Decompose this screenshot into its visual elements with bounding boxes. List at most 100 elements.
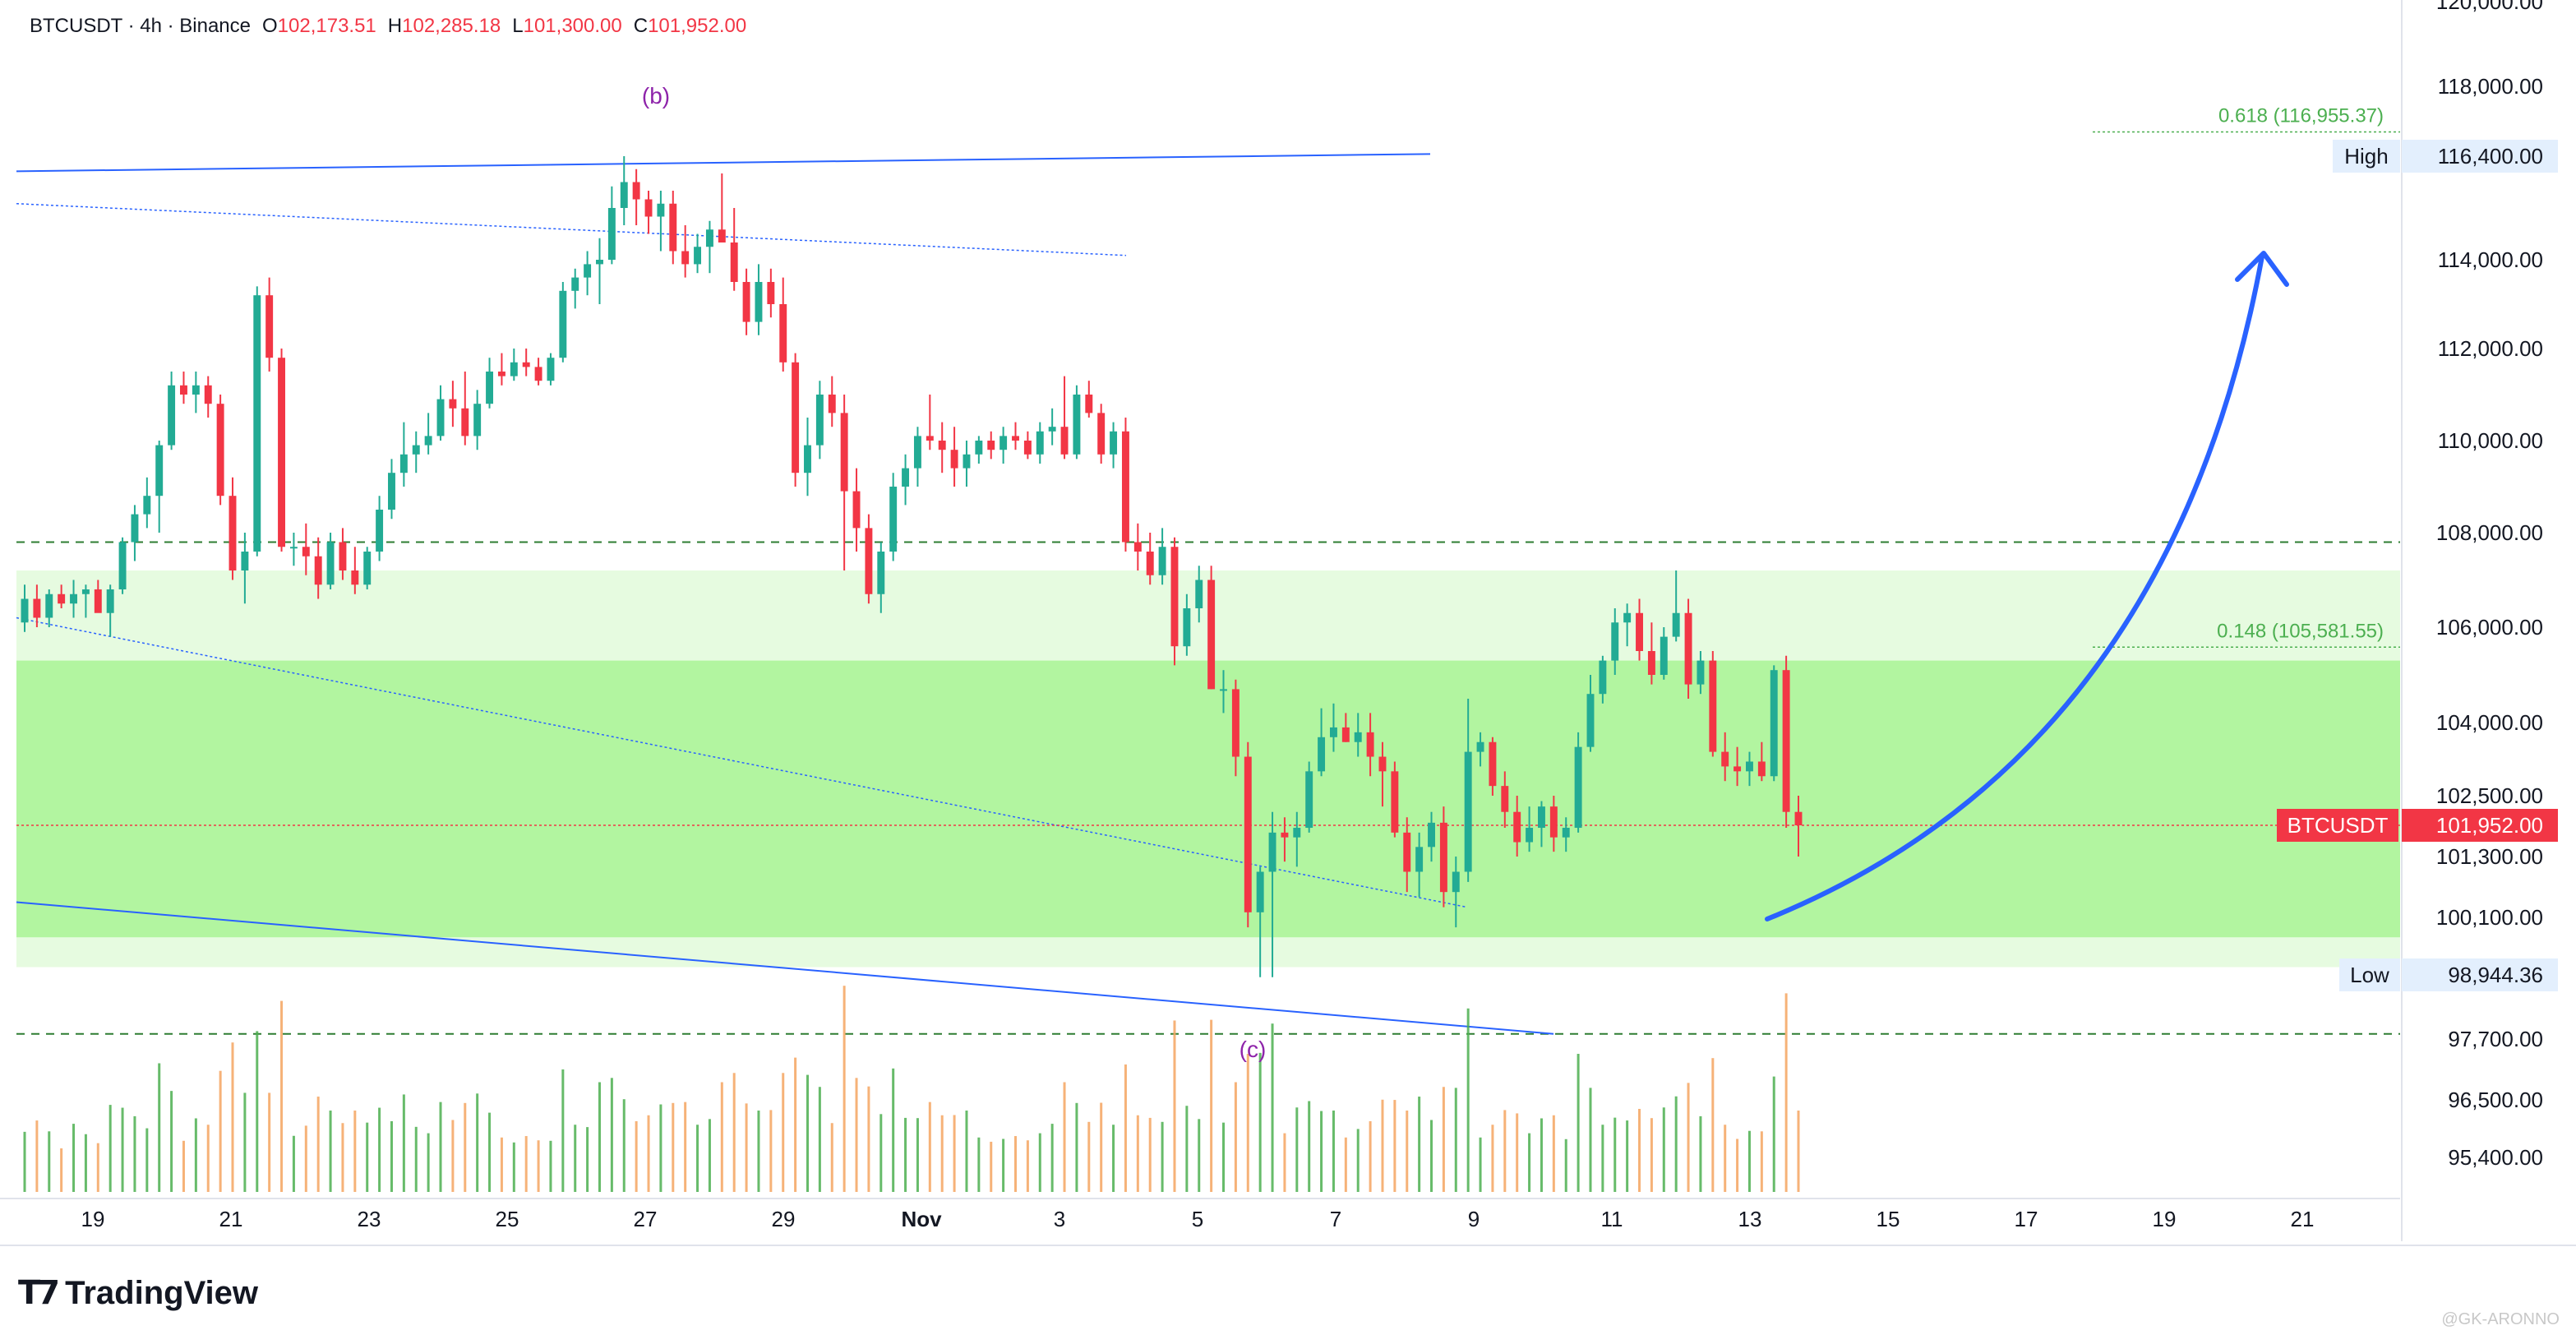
candle: [1697, 651, 1705, 695]
candle-body: [412, 445, 420, 455]
volume-bar: [402, 1094, 405, 1192]
candle: [1464, 699, 1472, 882]
candle: [253, 286, 261, 557]
volume-bar: [1638, 1108, 1641, 1192]
candle-body: [1354, 732, 1362, 742]
volume-bar: [1736, 1138, 1739, 1192]
symbol-price-tag-label: BTCUSDT: [2287, 813, 2389, 838]
candle: [1476, 732, 1484, 767]
candle: [718, 173, 726, 242]
candle-body: [1574, 746, 1582, 829]
volume-bar: [1430, 1120, 1433, 1192]
candle-body: [926, 436, 934, 441]
volume-bar: [366, 1122, 369, 1192]
volume-bar: [1747, 1130, 1751, 1192]
volume-bar: [243, 1092, 247, 1192]
volume-bar: [732, 1073, 736, 1192]
volume-bar: [684, 1102, 687, 1192]
volume-bar: [635, 1120, 638, 1192]
candle: [168, 372, 176, 450]
candle: [497, 353, 506, 386]
low-tag-label: Low: [2350, 963, 2389, 987]
candle: [632, 169, 640, 225]
volume-bar: [1295, 1107, 1299, 1192]
candle-body: [1378, 756, 1387, 772]
candle-body: [1746, 761, 1753, 772]
volume-bar: [1662, 1107, 1665, 1192]
volume-bar: [904, 1117, 907, 1192]
low-tag: [2339, 958, 2400, 991]
candle-body: [657, 203, 665, 217]
volume-bar: [1258, 1052, 1262, 1192]
volume-bar: [1356, 1129, 1360, 1192]
volume-bar: [182, 1140, 185, 1192]
candle-body: [1721, 751, 1729, 767]
candle: [94, 580, 102, 613]
candle: [1770, 665, 1778, 782]
candle: [436, 385, 445, 441]
time-tick-label: 19: [81, 1207, 105, 1231]
volume-bar: [464, 1102, 467, 1192]
volume-bar: [341, 1123, 344, 1192]
volume-bar: [488, 1112, 492, 1192]
high-tag-label: High: [2344, 144, 2388, 169]
candle: [852, 468, 861, 552]
candle-body: [118, 542, 127, 589]
candle: [1060, 376, 1069, 460]
candle: [742, 268, 750, 335]
volume-bar: [1246, 1054, 1249, 1192]
candle-body: [1526, 828, 1534, 843]
candle: [1097, 404, 1106, 464]
volume-bar: [1528, 1133, 1531, 1192]
candle-body: [815, 395, 824, 446]
candle-body: [1195, 580, 1203, 608]
candle: [1513, 796, 1521, 857]
candle-body: [1611, 622, 1619, 661]
candle-body: [1048, 427, 1056, 432]
time-tick-label: 23: [358, 1207, 381, 1231]
volume-bar: [1760, 1131, 1763, 1192]
candle-body: [755, 282, 763, 322]
candle-body: [1268, 832, 1276, 872]
candle-body: [106, 589, 114, 613]
candle: [1746, 751, 1753, 787]
candle: [755, 264, 763, 335]
candle: [302, 523, 310, 575]
candle-body: [963, 454, 971, 469]
candle: [584, 251, 592, 296]
candle: [1318, 708, 1326, 777]
volume-bar: [1406, 1111, 1409, 1192]
volume-bar: [818, 1087, 821, 1192]
volume-bar: [647, 1115, 650, 1192]
candle-body: [694, 247, 702, 265]
volume-bar: [1050, 1124, 1054, 1192]
volume-bar: [1699, 1115, 1702, 1192]
candle-body: [1146, 552, 1154, 575]
candle: [33, 584, 41, 627]
candle: [730, 208, 738, 291]
volume-bar: [1466, 1008, 1470, 1192]
volume-bar: [353, 1111, 357, 1192]
volume-bar: [427, 1133, 430, 1192]
demand-zone-inner: [16, 660, 2400, 938]
volume-bar: [1601, 1125, 1604, 1192]
candle: [1782, 655, 1790, 829]
candle-body: [1647, 651, 1655, 675]
price-tick-label: 118,000.00: [2438, 74, 2543, 99]
candle-body: [1501, 786, 1509, 812]
candle: [1244, 741, 1252, 928]
volume-bar: [1112, 1125, 1115, 1192]
high-value-tag: [2402, 140, 2558, 173]
candle-body: [792, 362, 800, 473]
volume-bar: [1454, 1088, 1457, 1192]
tradingview-brand[interactable]: T7 TradingView: [18, 1274, 258, 1312]
candle-body: [596, 260, 603, 265]
candle: [1231, 679, 1240, 777]
volume-bar: [158, 1063, 161, 1192]
candle-body: [204, 385, 212, 404]
volume-bar: [35, 1120, 39, 1192]
candle: [1586, 675, 1595, 752]
volume-bar: [1014, 1136, 1018, 1192]
volume-bar: [1026, 1140, 1029, 1192]
